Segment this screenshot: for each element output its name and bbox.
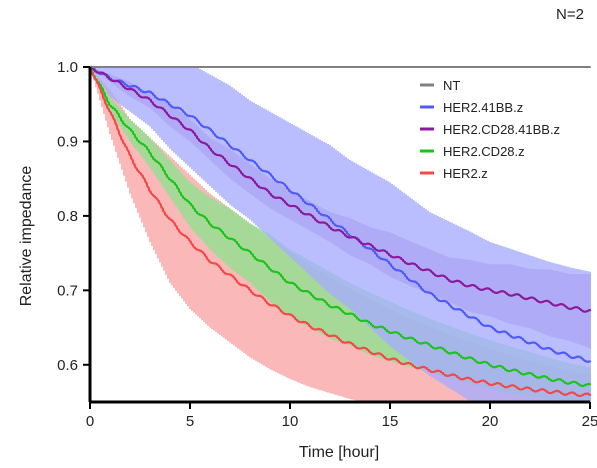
legend-label: HER2.z (443, 166, 488, 181)
legend-item-nt: NT (420, 78, 460, 93)
x-axis-title: Time [hour] (299, 444, 379, 461)
chart-annotation: N=2 (556, 6, 584, 23)
legend-label: NT (443, 78, 460, 93)
legend: NT HER2.41BB.z HER2.CD28.41BB.z HER2.CD28.z… (420, 78, 560, 181)
x-tick-label: 25 (582, 413, 597, 430)
legend-item-her2-z: HER2.z (420, 166, 488, 181)
legend-item-her2-41bb-z: HER2.41BB.z (420, 100, 523, 115)
series-layer (90, 67, 590, 402)
error-bars-her2-z (92, 69, 590, 402)
x-tick-label: 5 (186, 413, 194, 430)
x-tick-label: 15 (382, 413, 399, 430)
error-bars-her2-cd28-z (92, 70, 590, 402)
legend-item-her2-cd28-z: HER2.CD28.z (420, 144, 525, 159)
y-tick-label: 0.8 (57, 208, 78, 225)
y-axis-title: Relative impedance (18, 166, 35, 307)
error-bars-her2-41bb-z (92, 67, 590, 402)
legend-label: HER2.CD28.z (443, 144, 525, 159)
legend-item-her2-cd28-41bb-z: HER2.CD28.41BB.z (420, 122, 560, 137)
legend-label: HER2.41BB.z (443, 100, 523, 115)
legend-label: HER2.CD28.41BB.z (443, 122, 560, 137)
y-tick-label: 1.0 (57, 59, 78, 76)
y-tick-label: 0.6 (57, 357, 78, 374)
y-tick-label: 0.7 (57, 282, 78, 299)
y-tick-label: 0.9 (57, 133, 78, 150)
x-tick-label: 10 (282, 413, 299, 430)
x-tick-label: 0 (86, 413, 94, 430)
x-tick-label: 20 (482, 413, 499, 430)
